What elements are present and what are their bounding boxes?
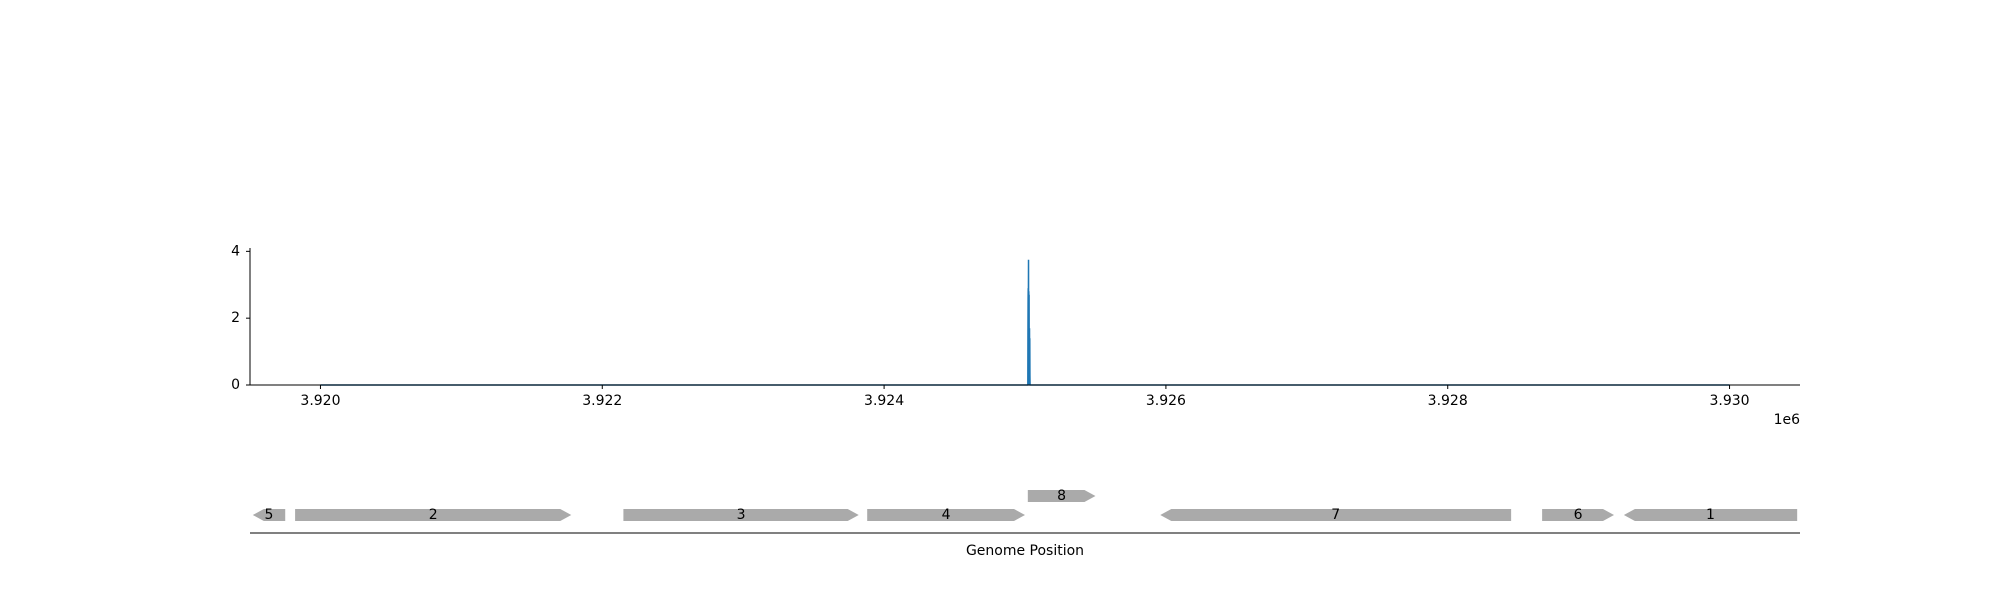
x-axis-offset-label: 1e6 [1774, 412, 1801, 428]
coverage-area-series-0 [320, 259, 1730, 385]
gene-arrow [295, 509, 572, 521]
y-tick-label: 4 [231, 243, 240, 259]
gene-label: 2 [429, 507, 438, 523]
x-tick-label: 3.930 [1709, 393, 1749, 409]
x-tick-label: 3.924 [864, 393, 904, 409]
gene-label: 6 [1574, 507, 1583, 523]
gene-label: 3 [737, 507, 746, 523]
gene-arrow [1542, 509, 1614, 521]
x-tick-label: 3.926 [1146, 393, 1186, 409]
y-tick-label: 0 [231, 377, 240, 393]
gene-label: 1 [1706, 507, 1715, 523]
coverage-line-series-0 [320, 259, 1730, 386]
gene-arrow [1160, 509, 1512, 521]
coverage-plot: 3.920 3.922 3.924 3.926 3.928 3.930 0 2 4 1e6 [231, 243, 1800, 428]
x-tick-label: 3.920 [300, 393, 340, 409]
gene-arrow [1027, 490, 1096, 502]
gene-track: 5 2 3 4 8 7 6 1 [252, 488, 1798, 523]
gene-map: 5 2 3 4 8 7 6 1 Genome Position [250, 488, 1800, 559]
gene-arrow [623, 509, 859, 521]
x-axis-ticks: 3.920 3.922 3.924 3.926 3.928 3.930 [300, 385, 1750, 409]
gene-label: 5 [265, 507, 274, 523]
y-tick-label: 2 [231, 310, 240, 326]
x-tick-label: 3.928 [1428, 393, 1468, 409]
gene-label: 4 [942, 507, 951, 523]
y-axis-ticks: 0 2 4 [231, 243, 250, 393]
x-axis-title: Genome Position [966, 543, 1084, 559]
gene-arrow [252, 509, 286, 521]
gene-arrow [1623, 509, 1798, 521]
gene-label: 8 [1057, 488, 1066, 504]
x-tick-label: 3.922 [582, 393, 622, 409]
coverage-area-layer [320, 259, 1730, 386]
gene-label: 7 [1331, 507, 1340, 523]
gene-arrow [867, 509, 1025, 521]
